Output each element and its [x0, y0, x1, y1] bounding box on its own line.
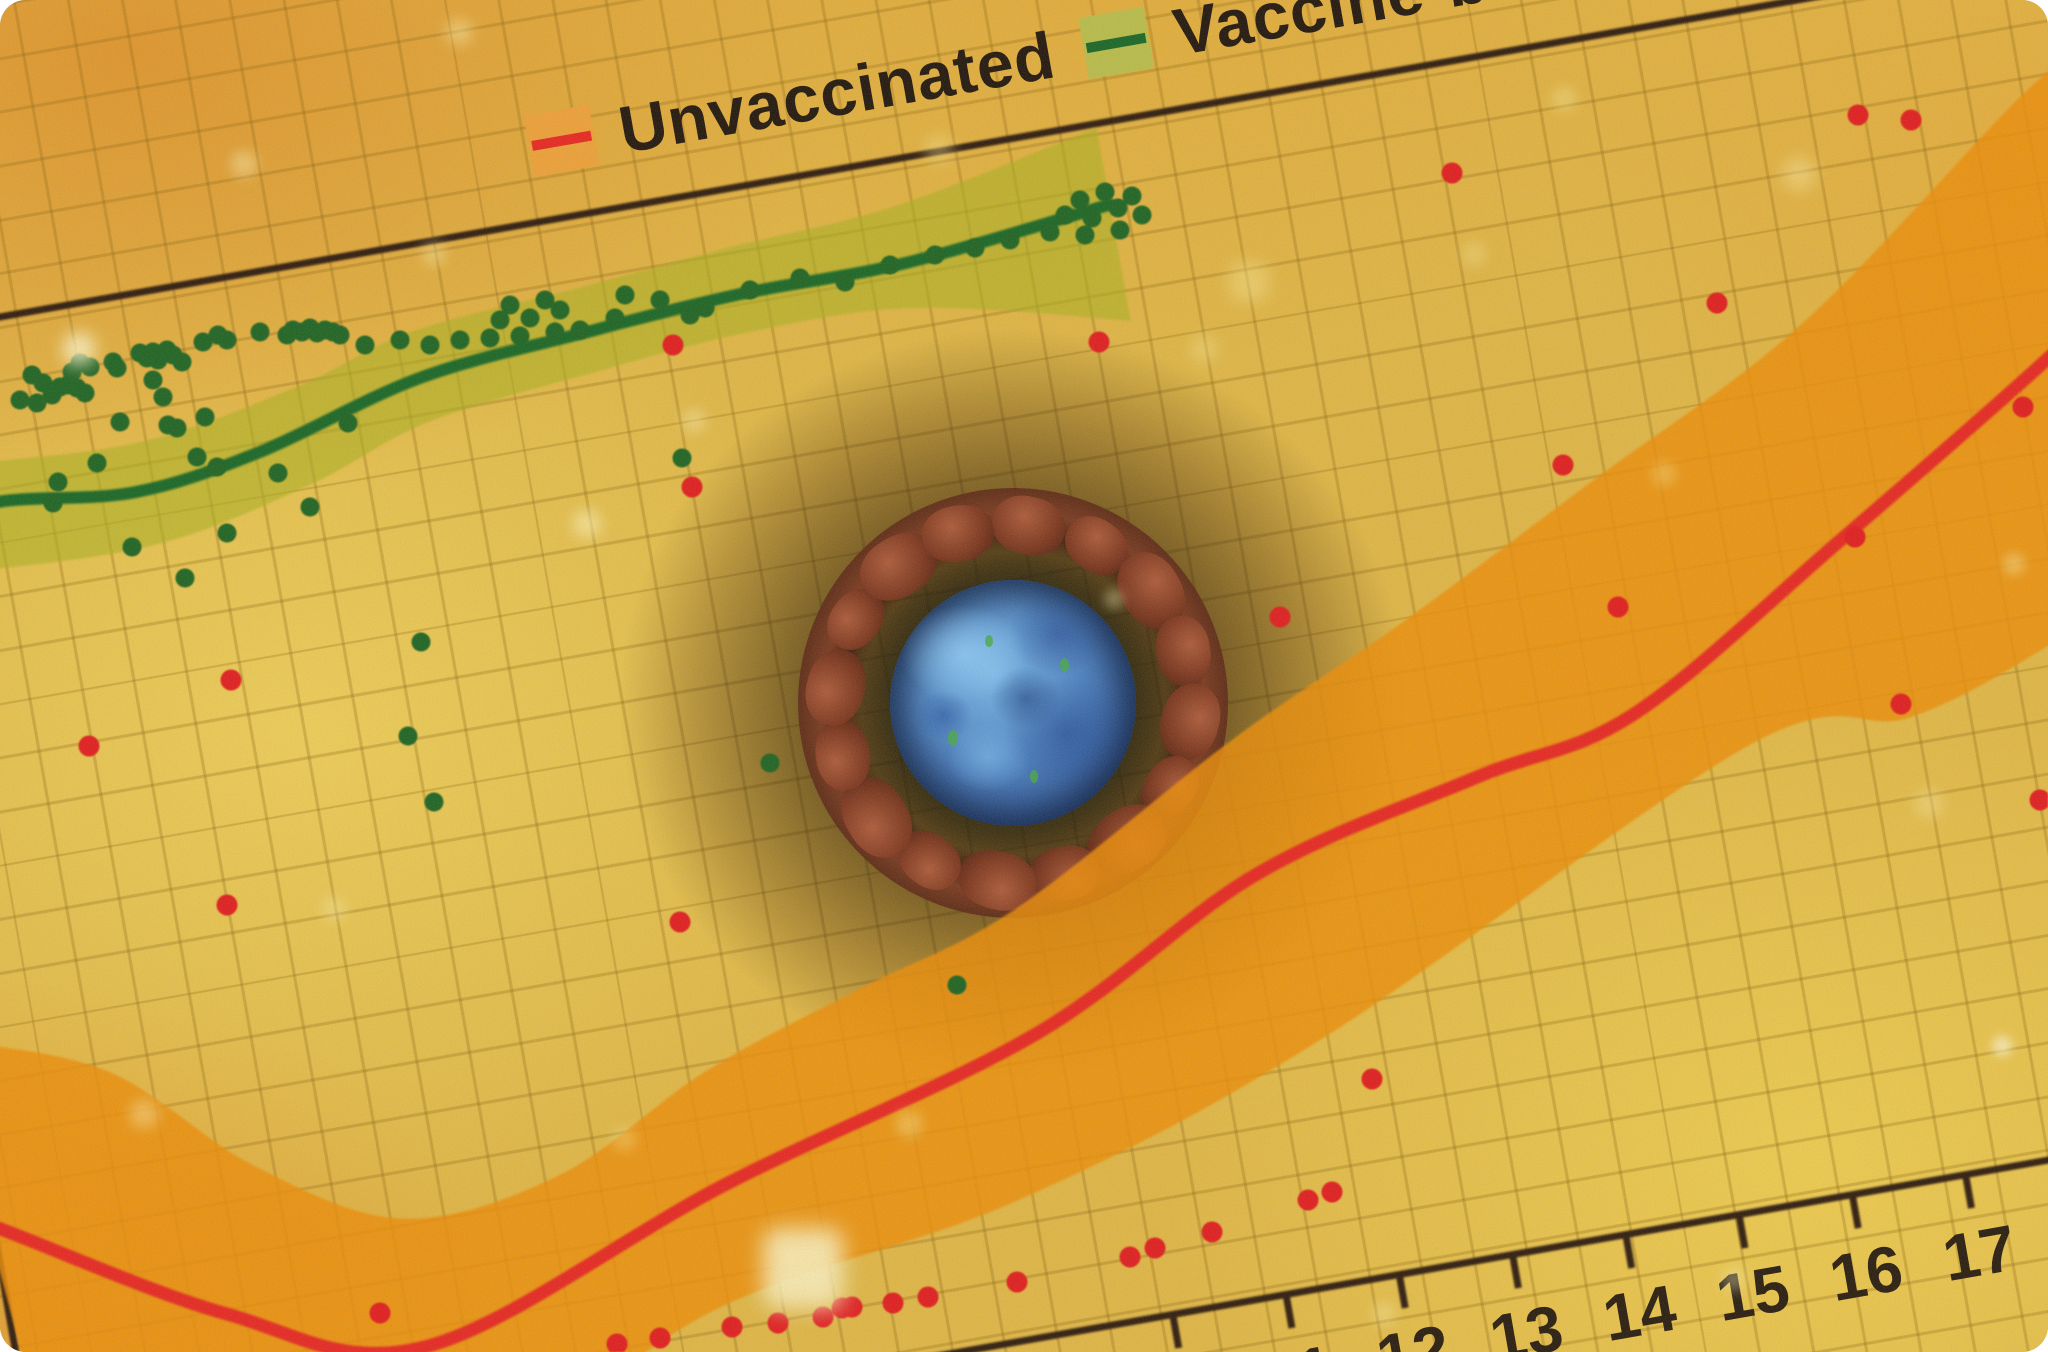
film-grain-overlay [0, 0, 2048, 1352]
composite-hero-image: 1011121314151617 Unvaccinated Vaccine-br… [0, 0, 2048, 1352]
grain-light [0, 0, 2048, 1352]
